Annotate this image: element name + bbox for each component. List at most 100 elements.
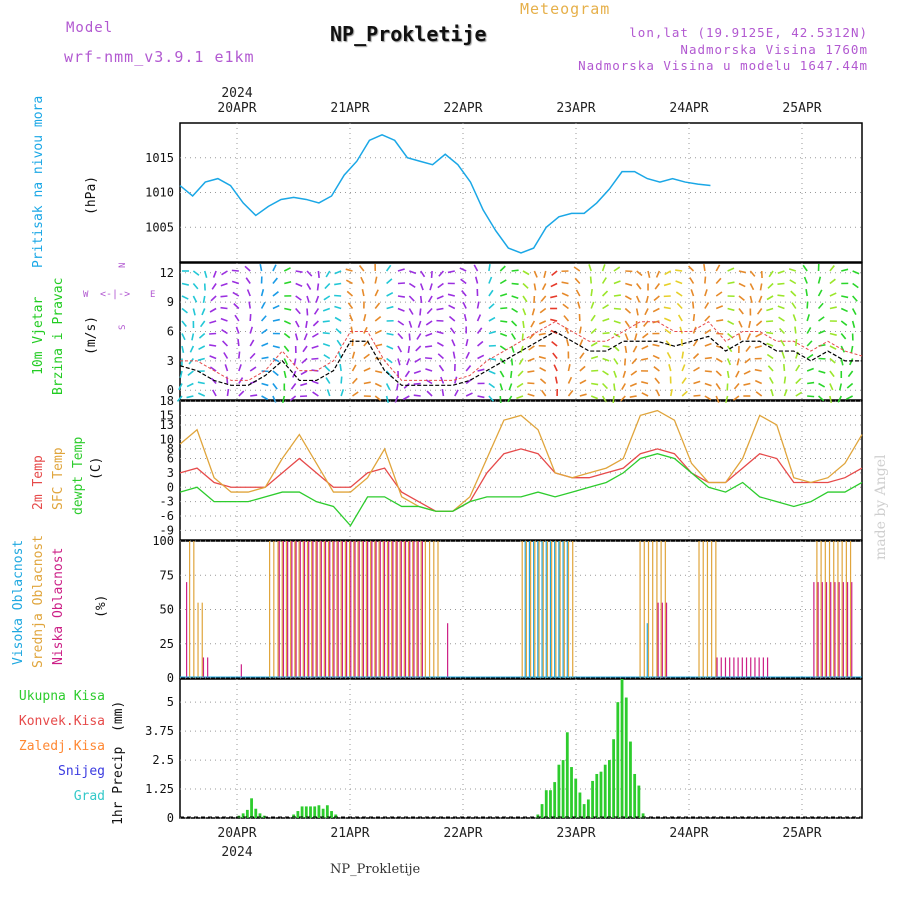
wind-arrow [197, 381, 205, 385]
wind-arrow [795, 377, 802, 385]
meteogram-label: Meteogram [520, 0, 611, 18]
wind-arrow [693, 380, 701, 385]
wind-arrow [488, 330, 496, 335]
wind-arrow [641, 345, 649, 350]
wind-arrow [655, 389, 661, 397]
wind-arrow [654, 377, 661, 385]
wind-arrow [743, 382, 751, 386]
wind-arrow [841, 268, 849, 272]
wind-arrow [315, 295, 320, 303]
wind-arrow [562, 303, 569, 310]
y-tick-label: 3.75 [145, 724, 174, 738]
wind-arrow [790, 290, 797, 297]
wind-arrow [805, 288, 808, 297]
precip-bar [300, 806, 304, 818]
wind-arrow [261, 395, 269, 401]
wind-arrow [246, 289, 251, 297]
precip-bar [616, 702, 620, 818]
wind-arrow [630, 370, 638, 376]
wind-arrow [530, 320, 536, 328]
wind-unit: (m/s) [84, 316, 99, 355]
wind-arrow [602, 317, 610, 322]
wind-arrow [306, 295, 310, 303]
wind-arrow [852, 270, 860, 275]
wind-arrow [451, 339, 456, 347]
wind-arrow [283, 358, 289, 366]
wind-arrow [323, 295, 331, 301]
wind-arrow [415, 345, 422, 352]
wind-arrow [447, 270, 455, 274]
wind-arrow [441, 388, 445, 397]
precip-bar [330, 811, 333, 818]
wind-arrow [311, 357, 319, 360]
wind-arrow [500, 307, 508, 310]
wind-arrow [404, 370, 410, 378]
wind-arrow [601, 382, 609, 390]
wind-arrow [192, 270, 200, 276]
y-tick-label: 0 [167, 671, 174, 685]
wind-arrow [551, 340, 558, 347]
wind-arrow [363, 353, 370, 360]
wind-arrow [724, 395, 729, 403]
wind-arrow [625, 282, 633, 287]
wind-arrow [563, 315, 570, 322]
wind-arrow [511, 307, 518, 313]
precip-bar [637, 785, 641, 818]
wind-arrow [231, 280, 240, 285]
precip-bar [549, 790, 552, 818]
wind-arrow [408, 282, 416, 288]
y-tick-label: 3 [167, 354, 174, 368]
wind-arrow [768, 270, 774, 278]
wind-arrow [509, 370, 513, 379]
wind-arrow [345, 279, 353, 285]
wind-arrow [522, 295, 528, 303]
wind-arrow [334, 316, 342, 322]
wind-arrow [220, 317, 228, 322]
wind-arrow [602, 331, 610, 335]
wind-arrow [715, 277, 722, 285]
wind-arrow [351, 351, 356, 359]
temp-line-0 [179, 448, 863, 512]
wind-arrow [613, 294, 621, 297]
wind-arrow [295, 282, 303, 287]
wind-arrow [829, 345, 837, 350]
wind-arrow [579, 352, 585, 359]
wind-arrow [429, 283, 433, 291]
wind-arrow [635, 308, 639, 316]
wind-arrow [632, 345, 638, 353]
wind-arrow [407, 345, 411, 354]
y-tick-label: -3 [160, 495, 174, 509]
wind-arrow [715, 383, 721, 390]
wind-arrow [635, 295, 641, 303]
wind-arrow [426, 307, 433, 315]
y-tick-label: 1005 [145, 220, 174, 234]
wind-arrow [840, 320, 848, 326]
y-tick-label: 1.25 [145, 782, 174, 796]
wind-arrow [634, 333, 638, 341]
y-tick-label: 50 [160, 603, 174, 617]
wind-arrow [420, 270, 426, 278]
wind-arrow [852, 282, 859, 289]
wind-arrow [499, 345, 507, 351]
wind-arrow [210, 295, 217, 302]
wind-arrow [198, 345, 206, 350]
wind-arrow [847, 370, 854, 378]
wind-arrow [437, 353, 444, 360]
wind-arrow [716, 319, 724, 322]
precip-bar [586, 799, 590, 818]
wind-arrow [579, 326, 582, 334]
wind-arrow [223, 352, 229, 359]
wind-arrow [677, 314, 683, 322]
wind-arrow [386, 332, 394, 336]
wind-arrow [829, 306, 837, 310]
wind-arrow [613, 370, 618, 378]
wind-arrow [551, 270, 558, 277]
wind-arrow [462, 301, 467, 309]
wind-arrow [334, 282, 342, 286]
wind-arrow [511, 295, 519, 300]
precip-bar [591, 780, 594, 818]
wind-arrow [676, 302, 683, 310]
wind-arrow [363, 314, 367, 322]
wind-arrow [234, 314, 240, 322]
wind-arrow [295, 270, 303, 274]
